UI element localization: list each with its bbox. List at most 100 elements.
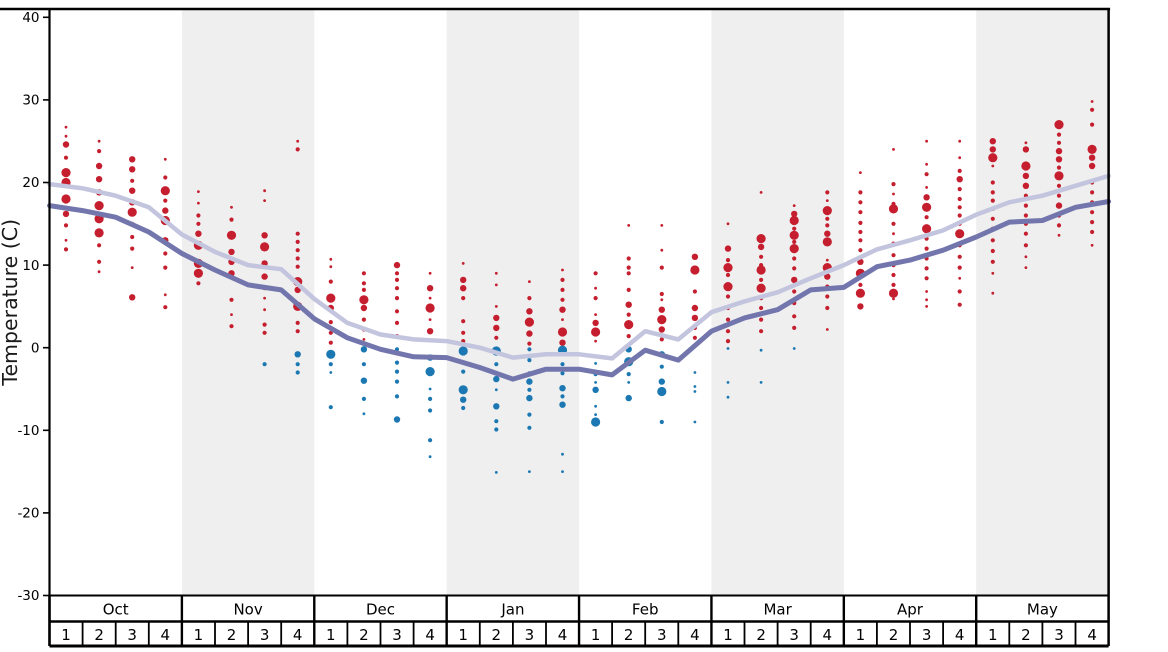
scatter-dot-oct1: [62, 141, 70, 148]
scatter-dot-dec2: [361, 281, 366, 286]
scatter-dot-mar4: [824, 273, 831, 280]
scatter-dot-oct4: [163, 293, 167, 297]
scatter-dot-nov4: [294, 351, 301, 358]
scatter-dot-nov3: [263, 199, 266, 203]
scatter-dot-mar1: [723, 263, 733, 273]
scatter-dot-jan3: [526, 308, 533, 315]
scatter-dot-nov4: [295, 239, 300, 244]
month-label-oct: Oct: [103, 601, 129, 619]
scatter-dot-feb3: [658, 378, 665, 385]
week-label: 4: [558, 626, 568, 644]
scatter-dot-oct4: [163, 157, 167, 161]
scatter-dot-feb4: [693, 385, 697, 388]
scatter-dot-jan3: [526, 394, 533, 402]
scatter-dot-jan4: [559, 385, 566, 392]
scatter-dot-apr1: [855, 288, 866, 298]
scatter-dot-apr1: [858, 238, 863, 243]
scatter-dot-feb4: [691, 314, 699, 322]
month-label-mar: Mar: [763, 601, 792, 619]
scatter-dot-mar3: [791, 210, 798, 218]
y-tick-label: -10: [17, 423, 39, 439]
scatter-dot-nov1: [197, 201, 200, 205]
scatter-dot-mar1: [725, 329, 731, 334]
y-tick-label: 20: [22, 175, 39, 191]
week-label: 3: [922, 626, 932, 644]
scatter-dot-feb1: [594, 413, 597, 416]
scatter-dot-oct2: [95, 162, 103, 170]
scatter-dot-nov2: [229, 324, 234, 329]
scatter-dot-mar3: [792, 266, 797, 271]
scatter-dot-nov3: [263, 189, 266, 193]
scatter-dot-dec1: [328, 320, 333, 325]
scatter-dot-dec4: [425, 303, 435, 313]
scatter-dot-oct2: [97, 149, 102, 154]
scatter-dot-dec2: [360, 346, 368, 353]
scatter-dot-dec4: [425, 367, 435, 377]
scatter-dot-dec1: [328, 279, 333, 284]
scatter-dot-nov3: [261, 273, 268, 280]
scatter-dot-feb4: [692, 335, 698, 340]
scatter-dot-dec2: [361, 317, 366, 322]
scatter-dot-may3: [1055, 147, 1063, 155]
scatter-dot-apr4: [957, 205, 962, 210]
scatter-dot-feb3: [660, 248, 664, 252]
scatter-dot-apr4: [957, 265, 962, 270]
scatter-dot-may3: [1057, 233, 1061, 237]
scatter-dot-feb1: [594, 286, 597, 290]
scatter-dot-jan4: [561, 452, 564, 456]
scatter-dot-dec1: [329, 371, 333, 374]
scatter-dot-dec3: [394, 320, 400, 325]
y-axis-label: Temperature (C): [0, 219, 22, 387]
scatter-dot-jan2: [494, 471, 498, 474]
scatter-dot-dec2: [361, 271, 366, 276]
month-label-feb: Feb: [632, 601, 659, 619]
scatter-dot-may4: [1090, 190, 1095, 195]
scatter-dot-oct1: [61, 168, 71, 178]
scatter-dot-jan2: [494, 427, 499, 432]
week-label: 4: [161, 626, 171, 644]
week-label: 1: [988, 626, 998, 644]
month-label-jan: Jan: [500, 601, 524, 619]
scatter-dot-nov2: [228, 248, 235, 256]
y-tick-label: -30: [17, 588, 39, 604]
scatter-dot-mar2: [756, 234, 766, 244]
scatter-dot-dec2: [361, 396, 366, 401]
scatter-dot-jan1: [461, 319, 466, 324]
scatter-dot-jan3: [526, 330, 533, 337]
scatter-dot-jan2: [494, 419, 499, 424]
scatter-dot-nov2: [229, 297, 234, 302]
scatter-dot-mar2: [759, 254, 764, 259]
scatter-dot-nov4: [295, 370, 300, 375]
scatter-dot-dec3: [394, 369, 400, 374]
scatter-dot-mar2: [759, 191, 763, 194]
scatter-dot-nov2: [226, 230, 237, 240]
scatter-dot-may4: [1088, 154, 1096, 161]
scatter-dot-dec1: [329, 265, 333, 269]
scatter-dot-nov3: [261, 232, 268, 239]
scatter-dot-jan2: [494, 362, 499, 367]
scatter-dot-may4: [1090, 243, 1094, 247]
scatter-dot-mar4: [825, 294, 830, 299]
scatter-dot-feb1: [594, 404, 597, 408]
scatter-dot-apr1: [859, 171, 862, 175]
scatter-dot-mar2: [757, 243, 765, 251]
scatter-dot-mar3: [792, 325, 797, 330]
scatter-dot-may1: [991, 291, 995, 295]
scatter-dot-apr3: [925, 186, 928, 189]
scatter-dot-feb2: [626, 334, 631, 339]
scatter-dot-oct4: [163, 265, 168, 270]
week-label: 1: [194, 626, 204, 644]
scatter-dot-feb2: [624, 320, 634, 330]
scatter-dot-dec1: [328, 405, 333, 410]
month-label-apr: Apr: [897, 601, 924, 619]
scatter-dot-mar2: [759, 277, 764, 282]
scatter-dot-apr2: [891, 221, 896, 226]
scatter-dot-may1: [991, 271, 995, 275]
scatter-dot-apr4: [958, 139, 962, 143]
scatter-dot-oct2: [97, 139, 101, 143]
week-label: 2: [624, 626, 634, 644]
scatter-dot-oct3: [127, 207, 137, 217]
scatter-dot-apr3: [924, 172, 929, 177]
week-label: 3: [1054, 626, 1064, 644]
scatter-dot-mar3: [789, 230, 799, 240]
